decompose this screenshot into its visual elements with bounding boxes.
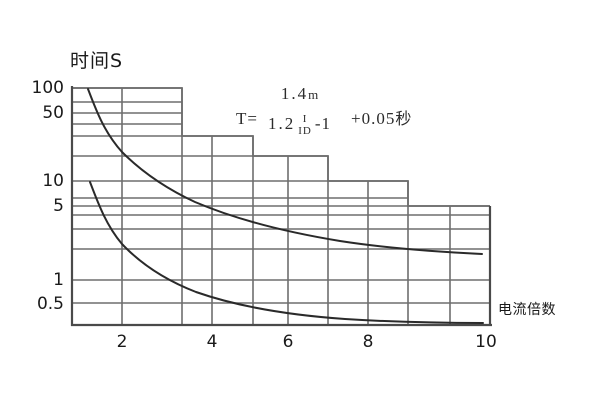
formula-fraction: 1.4m 1.2 I ID -1 xyxy=(262,84,337,137)
x-tick-label-4: 4 xyxy=(206,332,218,352)
formula-denominator-minus: -1 xyxy=(314,114,332,134)
formula-addend-value: +0.05 xyxy=(351,109,396,129)
y-tick-label-5: 5 xyxy=(53,196,64,216)
y-tick-label-1: 1 xyxy=(53,270,64,290)
formula-denominator-base: 1.2 xyxy=(267,114,296,134)
y-tick-label-10: 10 xyxy=(42,171,64,191)
axis-lines xyxy=(70,86,492,327)
curve-upper xyxy=(87,88,483,255)
formula-annotation: T= 1.4m 1.2 I ID -1 +0.05秒 xyxy=(236,84,412,137)
formula-addend-unit: 秒 xyxy=(395,109,413,129)
formula-exponent: I ID xyxy=(298,113,312,138)
y-tick-label-50: 50 xyxy=(42,103,64,123)
formula-numerator: 1.4m xyxy=(273,84,326,108)
formula-addend: +0.05秒 xyxy=(351,91,412,129)
formula-denominator: 1.2 I ID -1 xyxy=(262,108,337,138)
formula-exponent-bottom: ID xyxy=(298,125,312,138)
y-axis-title: 时间S xyxy=(70,50,124,72)
y-tick-label-0.5: 0.5 xyxy=(36,294,64,314)
vertical-gridlines xyxy=(121,88,451,325)
x-tick-label-2: 2 xyxy=(116,332,128,352)
horizontal-gridlines xyxy=(72,87,490,304)
formula-exponent-top: I xyxy=(302,112,308,125)
x-tick-label-6: 6 xyxy=(282,332,294,352)
x-tick-label-10: 10 xyxy=(475,332,497,352)
formula-numerator-unit: m xyxy=(308,87,319,102)
formula-lhs: T= xyxy=(236,109,258,129)
x-axis-title: 电流倍数 xyxy=(498,302,556,318)
x-tick-label-8: 8 xyxy=(362,332,374,352)
y-tick-label-100: 100 xyxy=(31,78,64,98)
formula-numerator-value: 1.4 xyxy=(280,84,309,103)
curve-lower xyxy=(89,181,484,324)
